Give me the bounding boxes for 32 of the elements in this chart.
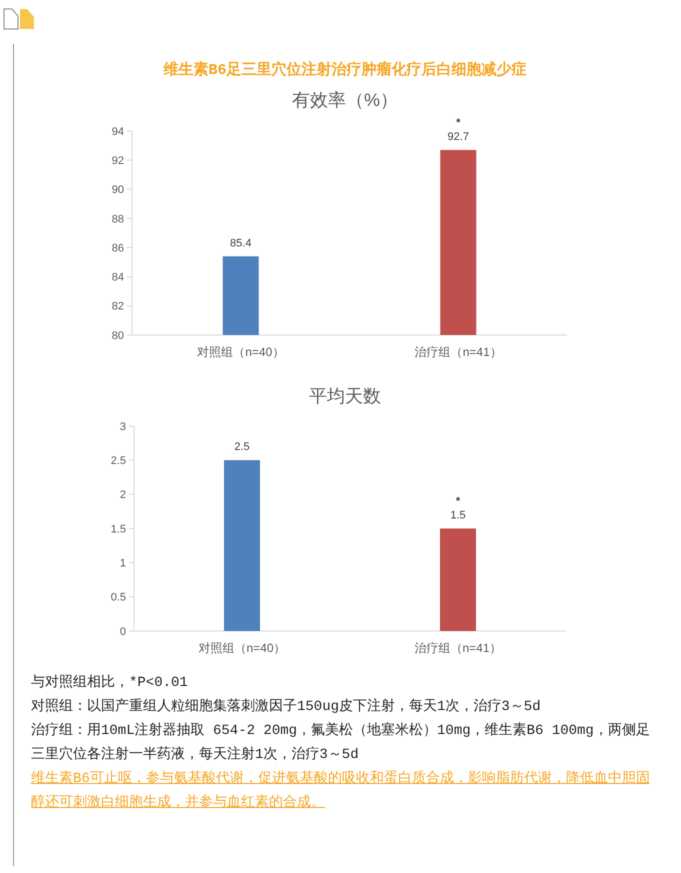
text: 与对照组相比，*P<0.01 — [31, 674, 189, 693]
x-tick-label: 治疗组（n=41） — [414, 641, 502, 655]
y-tick-label: 2.5 — [110, 455, 126, 468]
y-tick-label: 88 — [112, 213, 124, 226]
y-tick-label: 80 — [112, 330, 124, 342]
text: 对照组：以国产重组人粒细胞集落刺激因子150ug皮下注射，每天1次，治疗3～5d — [31, 697, 542, 717]
y-tick-label: 84 — [112, 272, 124, 284]
chart-title: 平均天数 — [309, 386, 381, 406]
chart-title: 维生素B6足三里穴位注射治疗肿瘤化疗后白细胞减少症 — [162, 60, 527, 79]
x-tick-label: 对照组（n=40） — [197, 345, 284, 359]
x-tick-label: 对照组（n=40） — [198, 641, 286, 655]
y-tick-label: 82 — [112, 300, 124, 313]
y-tick-label: 90 — [112, 184, 124, 196]
data-label: 2.5 — [234, 441, 250, 454]
annotation: * — [456, 496, 461, 508]
x-tick-label: 治疗组（n=41） — [414, 345, 502, 359]
text: 维生素B6可止呕，参与氨基酸代谢，促进氨基酸的吸收和蛋白质合成，影响脂肪代谢，降低血中胆固醇还可刺激白细胞生成，并参与血红素的合成。 — [31, 769, 651, 813]
data-label: 85.4 — [230, 237, 252, 250]
text: 治疗组：用10mL注射器抽取 654-2 20mg，氟美松（地塞米松）10mg，维生素B6 100mg，两侧足三里穴位各注射一半药液，每天注射1次，治疗3～5d — [31, 721, 651, 765]
y-tick-label: 3 — [120, 420, 126, 433]
y-tick-label: 94 — [112, 126, 124, 138]
y-tick-label: 1.5 — [110, 523, 126, 536]
y-tick-label: 1 — [120, 558, 126, 570]
y-tick-label: 0 — [120, 626, 126, 638]
y-tick-label: 2 — [120, 489, 126, 502]
data-label: 92.7 — [448, 130, 469, 143]
annotation: * — [456, 116, 462, 129]
data-label: 1.5 — [450, 510, 466, 522]
y-tick-label: 92 — [112, 154, 124, 167]
chart-subtitle: 有效率（%） — [292, 90, 398, 110]
y-tick-label: 86 — [112, 242, 124, 254]
y-tick-label: 0.5 — [110, 592, 126, 604]
